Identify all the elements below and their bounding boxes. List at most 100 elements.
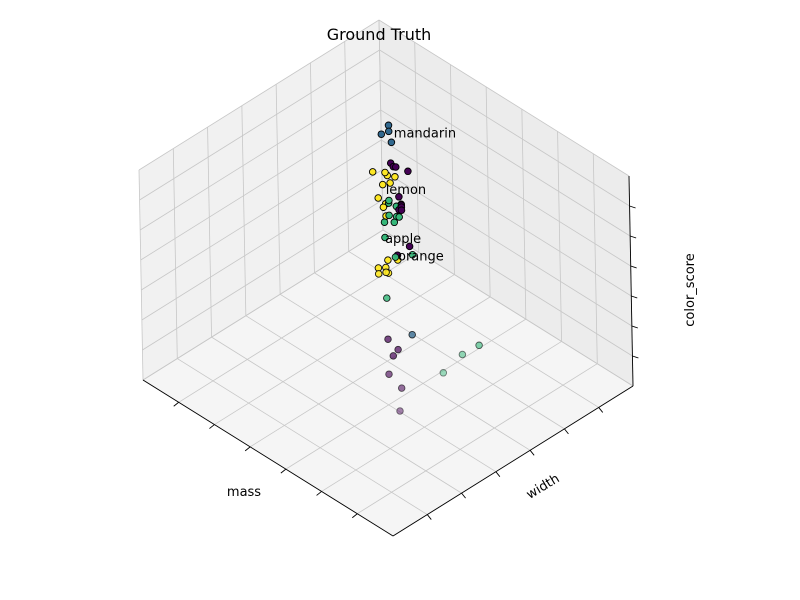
y-axis-label: width — [524, 471, 562, 502]
data-point-mandarin — [384, 127, 393, 136]
grid-line — [321, 341, 562, 492]
z-tick — [631, 325, 638, 329]
x-tick — [209, 424, 215, 429]
x-axis-line — [142, 379, 394, 537]
y-axis-line — [392, 385, 634, 537]
grid-line — [275, 84, 281, 295]
y-tick — [495, 471, 501, 477]
data-point-lemon — [374, 270, 383, 278]
z-tick — [629, 205, 636, 209]
grid-line — [557, 131, 562, 342]
grid-lines — [138, 19, 634, 537]
grid-line — [592, 153, 598, 364]
data-point-lemon — [384, 256, 392, 264]
data-point-apple — [392, 163, 400, 171]
grid-line — [521, 109, 527, 320]
grid-line — [344, 41, 350, 252]
grid-line — [241, 105, 247, 316]
pane-floor — [143, 230, 633, 536]
z-tick — [630, 235, 637, 239]
y-tick — [426, 514, 432, 520]
annotations: orange apple lemon mandarin — [385, 127, 456, 265]
data-point-apple — [395, 193, 403, 201]
grid-line — [485, 86, 491, 297]
grid-line — [382, 199, 633, 357]
z-tick — [630, 265, 637, 269]
grid-line — [142, 229, 384, 381]
grid-line — [381, 169, 633, 327]
data-point-mandarin — [384, 121, 393, 130]
data-point-apple — [384, 335, 392, 343]
y-tick — [564, 428, 569, 435]
grid-line — [141, 169, 383, 321]
grid-line — [138, 169, 144, 381]
data-point-mandarin — [408, 330, 416, 339]
axis-ticks — [173, 205, 639, 520]
x-tick — [173, 401, 179, 407]
grid-line — [172, 148, 178, 359]
grid-line — [142, 199, 383, 351]
grid-line — [382, 229, 634, 387]
grid-line — [414, 42, 420, 253]
data-point-apple — [394, 345, 402, 354]
annotation-apple: apple — [385, 232, 421, 247]
axis-panes — [139, 20, 633, 536]
x-axis-label: mass — [227, 485, 261, 500]
grid-line — [249, 296, 491, 448]
data-point-orange — [385, 196, 393, 205]
y-tick — [529, 450, 535, 456]
grid-line — [207, 127, 212, 338]
grid-line — [141, 139, 382, 291]
annotation-mandarin: mandarin — [394, 127, 456, 142]
data-point-apple — [397, 384, 406, 392]
grid-line — [279, 293, 531, 451]
data-point-lemon — [368, 168, 377, 176]
data-point-orange — [391, 253, 400, 261]
grid-line — [211, 336, 462, 494]
pane-back-left — [139, 20, 383, 380]
x-tick — [280, 468, 287, 474]
data-point-orange — [381, 233, 389, 242]
axis-edges — [142, 175, 634, 537]
data-point-orange — [458, 350, 467, 359]
data-point-lemon — [391, 173, 399, 181]
data-point-apple — [405, 242, 414, 251]
x-tick — [352, 513, 358, 519]
data-point-orange — [395, 213, 403, 221]
data-point-mandarin — [387, 138, 396, 147]
grid-line — [450, 64, 455, 275]
data-point-orange — [439, 369, 448, 377]
grid-line — [177, 358, 428, 515]
grid-line — [348, 251, 599, 408]
data-point-apple — [396, 407, 404, 415]
data-point-orange — [390, 218, 399, 227]
data-point-orange — [383, 294, 391, 302]
grid-line — [378, 19, 384, 231]
grid-line — [378, 19, 630, 177]
data-point-lemon — [378, 180, 387, 189]
grid-line — [139, 49, 380, 201]
data-point-orange — [408, 250, 417, 259]
y-tick — [461, 492, 466, 499]
data-point-lemon — [382, 268, 390, 277]
grid-line — [357, 363, 598, 515]
data-point-orange — [380, 218, 389, 226]
data-point-lemon — [381, 168, 389, 177]
grid-line — [138, 19, 380, 171]
grid-line — [285, 318, 527, 470]
pane-back-right — [379, 20, 633, 386]
data-point-apple — [404, 167, 412, 176]
grid-line — [139, 79, 381, 231]
data-point-mandarin — [377, 130, 386, 138]
grid-line — [310, 62, 315, 273]
grid-line — [379, 49, 630, 207]
x-tick — [244, 446, 251, 452]
grid-line — [314, 272, 565, 430]
grid-line — [214, 274, 455, 425]
x-tick — [316, 491, 322, 496]
z-tick — [631, 295, 638, 299]
data-points — [368, 121, 483, 415]
y-tick — [598, 407, 604, 413]
